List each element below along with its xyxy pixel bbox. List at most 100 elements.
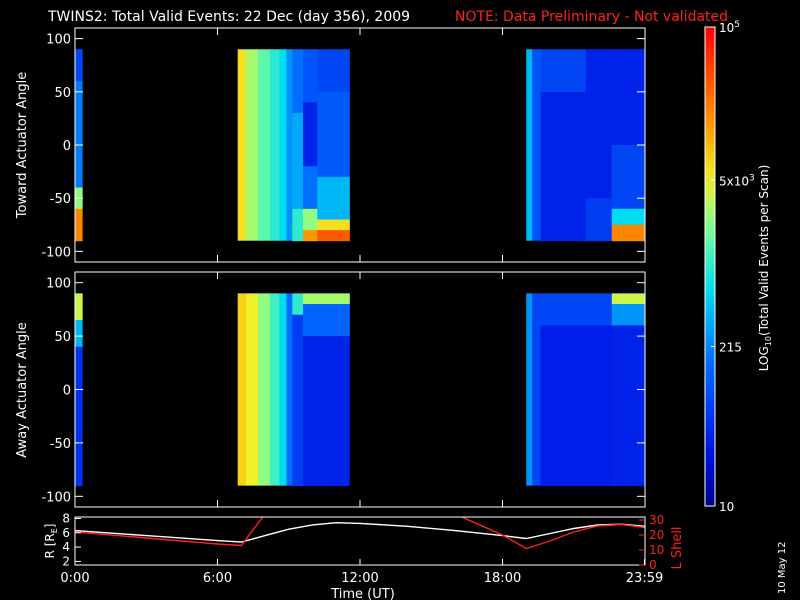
heat-cell <box>75 320 83 348</box>
heat-cell <box>317 49 350 93</box>
heat-cell <box>540 325 613 487</box>
heat-cell <box>75 81 83 189</box>
heat-column <box>246 49 259 241</box>
colorbar-tick-sup: 5 <box>734 20 740 30</box>
heat-cell <box>540 91 587 242</box>
heat-cell <box>292 49 304 114</box>
series-line-r <box>75 521 645 543</box>
heat-cell <box>540 293 613 326</box>
y-tick-label: -50 <box>50 192 71 207</box>
right-axis-label: L Shell <box>670 526 685 569</box>
y-tick-label: -50 <box>50 437 71 452</box>
colorbar-tick-sup: 3 <box>749 173 755 183</box>
preliminary-note: NOTE: Data Preliminary - Not validated <box>455 9 728 25</box>
left-y-tick-label: 4 <box>62 540 70 554</box>
heat-cell <box>303 336 350 487</box>
data-interval <box>237 293 350 487</box>
y-tick-label: -100 <box>41 245 71 260</box>
heat-column <box>246 293 259 486</box>
heat-cell <box>585 49 613 199</box>
heat-cell <box>75 49 83 82</box>
heat-cell <box>611 325 646 487</box>
heat-cell <box>611 145 646 210</box>
x-tick-label: 18:00 <box>484 571 521 586</box>
heat-column <box>286 293 293 486</box>
colorbar-label-main: LOG <box>757 346 771 371</box>
left-y-tick-label: 8 <box>62 511 70 525</box>
left-axis-label-close: ] <box>43 524 57 529</box>
data-interval <box>526 49 646 242</box>
y-tick-label: 100 <box>46 277 71 292</box>
heat-cell <box>303 166 318 210</box>
heat-cell <box>303 49 318 103</box>
heat-column <box>532 293 541 486</box>
x-tick-label: 23:59 <box>626 571 663 586</box>
colorbar-tick-label: 105 <box>719 20 740 35</box>
heat-cell <box>611 293 646 305</box>
left-axis-label: R [RE] <box>43 524 59 559</box>
y-tick-label: 50 <box>54 86 71 101</box>
colorbar-strip <box>704 26 716 507</box>
heat-cell <box>317 91 350 178</box>
heat-column <box>257 293 271 486</box>
x-tick-label: 0:00 <box>60 571 89 586</box>
right-y-tick-label: 20 <box>649 528 664 542</box>
date-stamp: 10 May 12 <box>777 542 788 594</box>
right-y-tick-label: 30 <box>649 513 664 527</box>
colorbar-tick-main: 5x10 <box>719 174 749 188</box>
heat-cell <box>303 102 318 167</box>
heat-cell <box>317 230 350 242</box>
heat-cell <box>292 314 304 487</box>
left-axis-label-main: R [R <box>43 533 57 558</box>
chart-title: TWINS2: Total Valid Events: 22 Dec (day … <box>47 9 410 25</box>
heat-cell <box>75 208 83 242</box>
heat-cell <box>611 304 646 326</box>
ylabel-away: Away Actuator Angle <box>15 322 30 457</box>
data-interval <box>237 49 350 242</box>
colorbar-tick-label: 215 <box>719 340 742 354</box>
left-y-tick-label: 2 <box>62 554 70 568</box>
heat-column <box>286 49 293 241</box>
left-axis-label-sub: E <box>50 528 59 533</box>
data-interval <box>75 293 83 487</box>
heat-column <box>279 49 287 241</box>
toward-panel: 100 50 0 -50 -100 <box>41 27 646 263</box>
colorbar-label: LOG10(Total Valid Events per Scan) <box>757 165 773 372</box>
heat-cell <box>303 208 318 231</box>
heat-column <box>237 293 247 486</box>
colorbar-tick-main: 10 <box>719 21 734 35</box>
data-interval <box>526 293 646 487</box>
y-tick-label: 50 <box>54 330 71 345</box>
colorbar-label-rest: (Total Valid Events per Scan) <box>757 165 771 336</box>
xlabel: Time (UT) <box>330 587 395 600</box>
x-tick-label: 12:00 <box>341 571 378 586</box>
x-tick-label: 6:00 <box>203 571 232 586</box>
heat-cell <box>303 304 350 337</box>
heat-cell <box>292 293 304 316</box>
heat-cell <box>317 176 350 220</box>
heat-cell <box>303 230 318 242</box>
colorbar-tick-label: 10 <box>719 500 734 514</box>
heat-cell <box>540 49 587 93</box>
heat-cell <box>585 198 613 242</box>
left-y-tick-label: 6 <box>62 526 70 540</box>
heat-column <box>237 49 247 241</box>
away-panel: 100 50 0 -50 -100 <box>41 271 646 508</box>
y-tick-label: 100 <box>46 33 71 48</box>
heat-cell <box>611 224 646 242</box>
heat-cell <box>611 49 646 146</box>
series-line-l-shell <box>75 517 645 550</box>
heat-column <box>269 293 280 486</box>
heat-cell <box>303 293 350 305</box>
right-y-tick-label: 0 <box>649 558 657 572</box>
heat-cell <box>292 208 304 242</box>
heat-cell <box>292 113 304 210</box>
colorbar-label-sub: 10 <box>764 336 773 346</box>
heat-cell <box>317 219 350 231</box>
colorbar-tick-label: 5x103 <box>719 173 755 188</box>
ylabel-toward: Toward Actuator Angle <box>15 72 30 219</box>
y-tick-label: -100 <box>41 490 71 505</box>
heat-column <box>526 293 533 486</box>
